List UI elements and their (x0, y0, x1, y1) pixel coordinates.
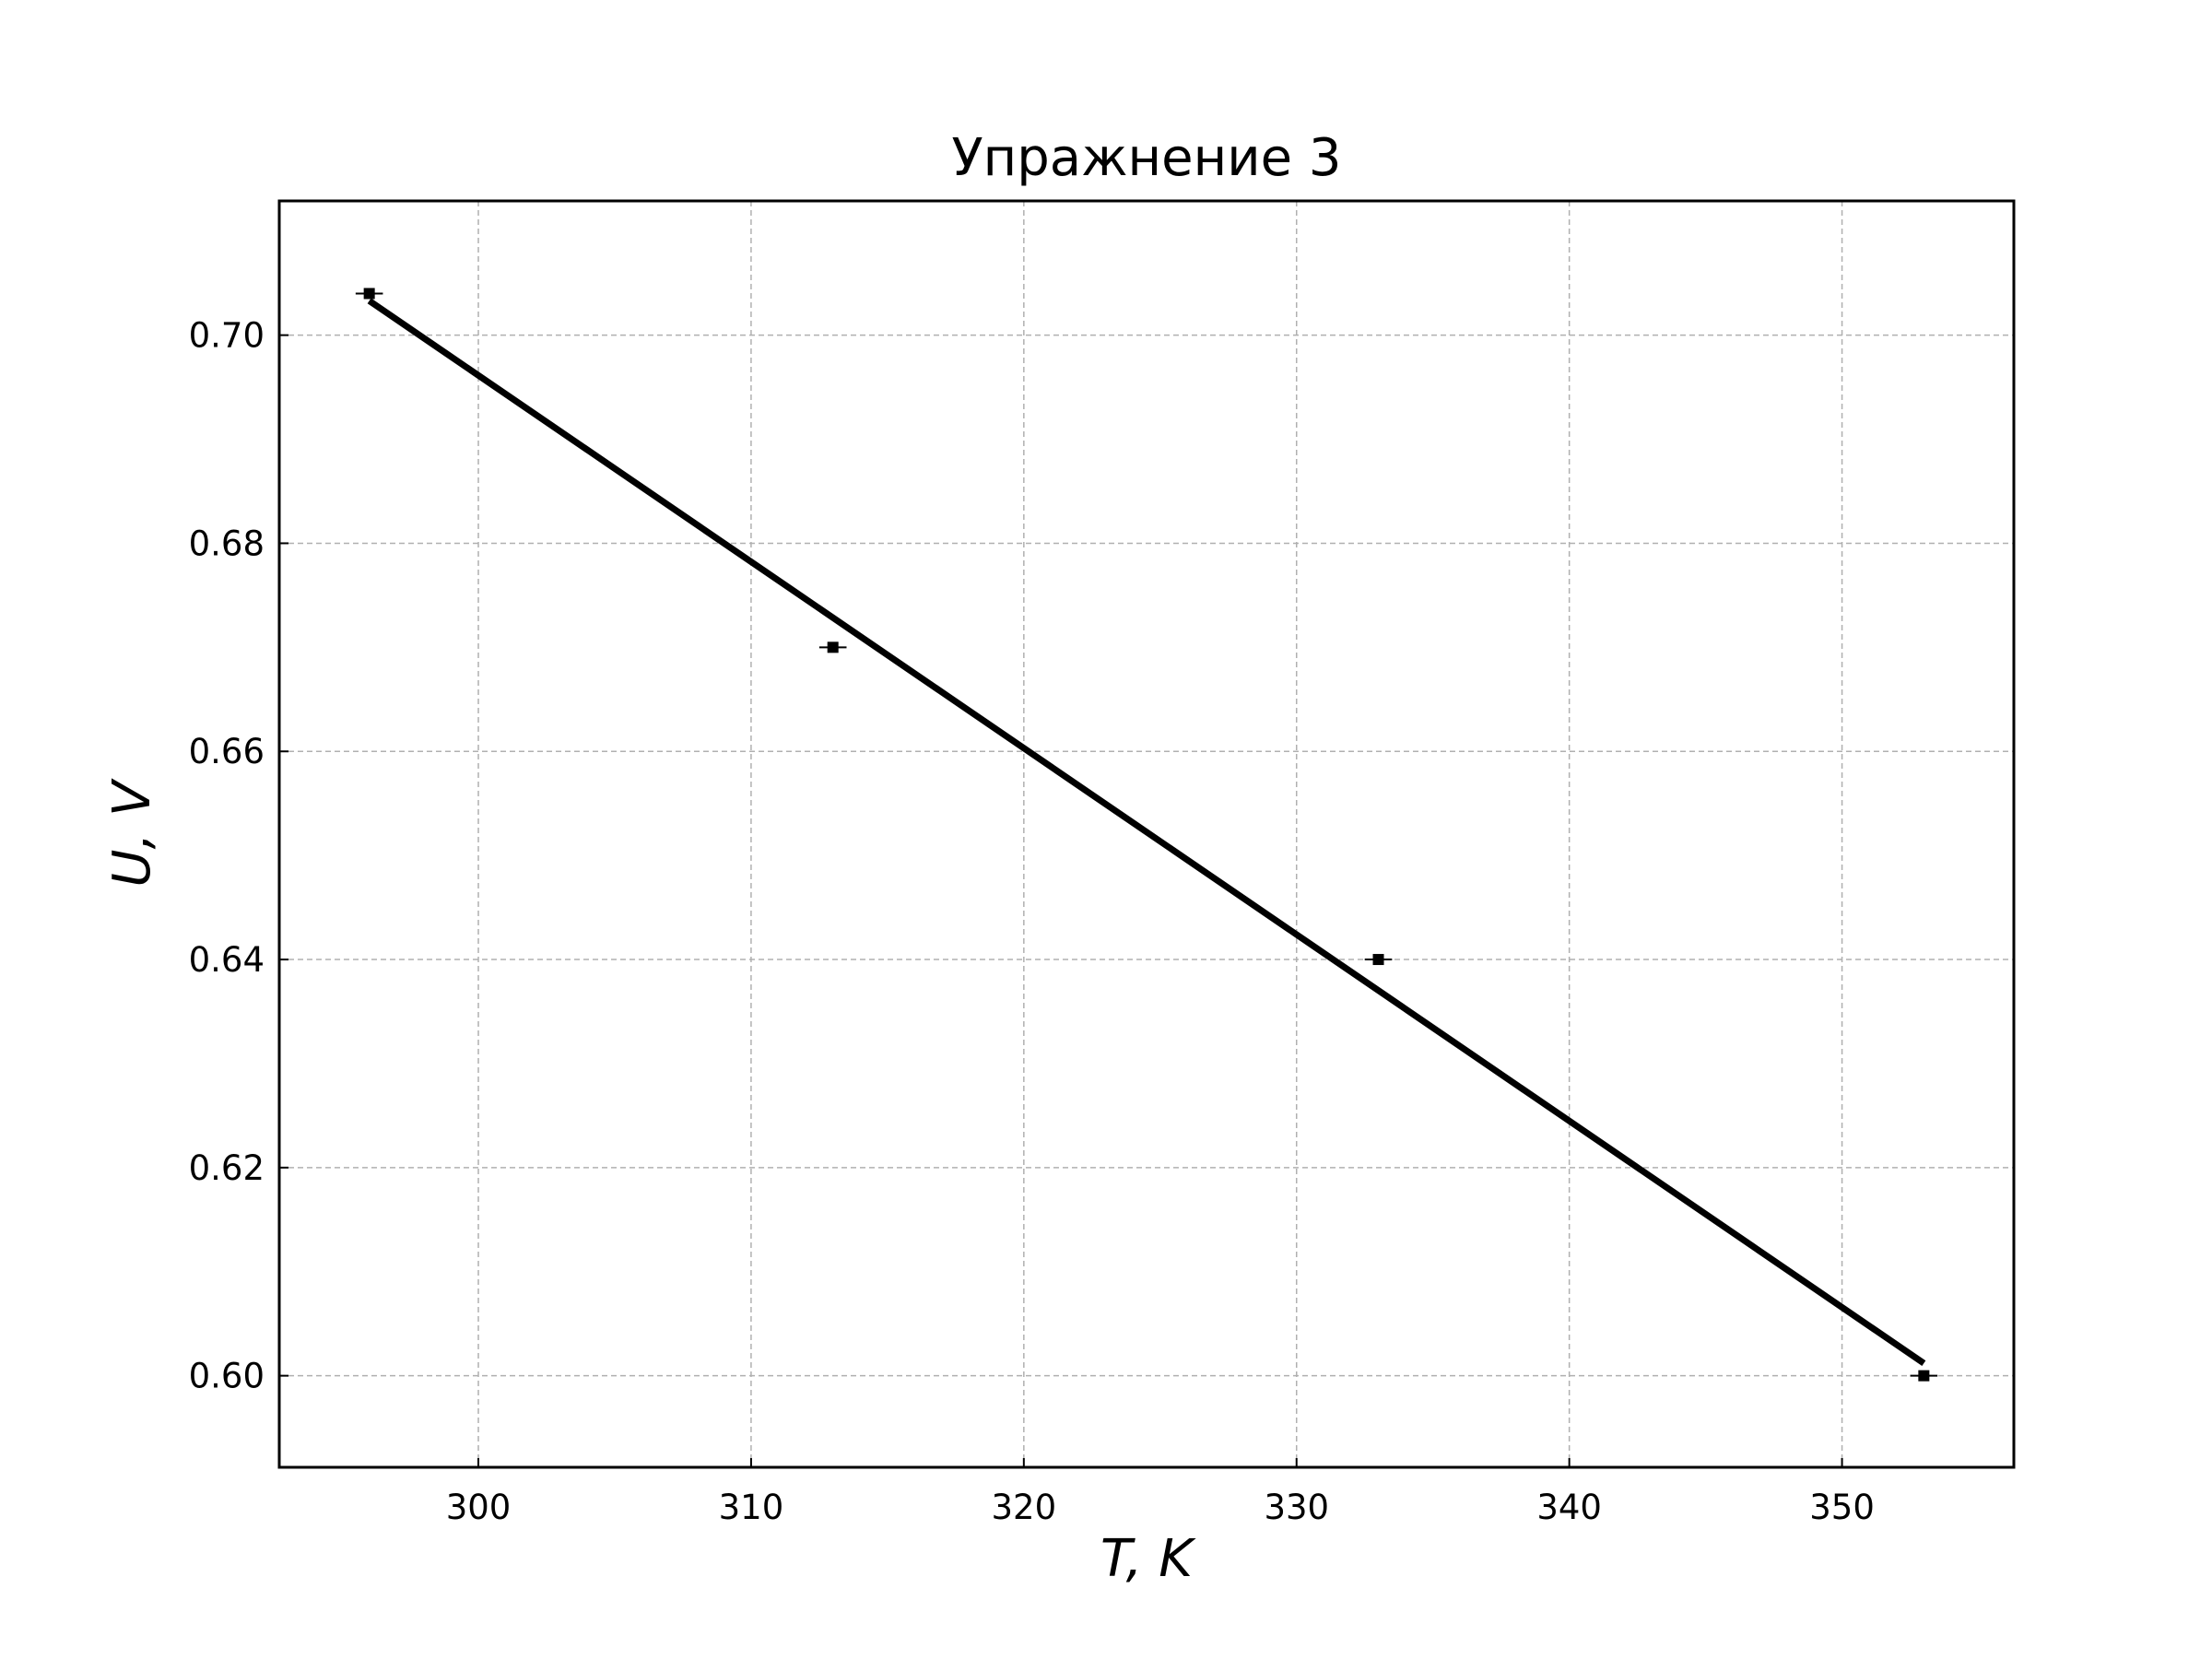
y-tick-label: 0.66 (189, 732, 265, 771)
data-point (1372, 954, 1384, 966)
x-tick-label: 330 (1264, 1488, 1329, 1527)
plot-frame (277, 199, 2016, 1469)
y-tick-label: 0.64 (189, 940, 265, 980)
ticks (279, 334, 1843, 1467)
data-point (827, 641, 839, 653)
x-tick-label: 320 (992, 1488, 1057, 1527)
x-tick-label: 310 (719, 1488, 784, 1527)
x-tick-label: 300 (446, 1488, 512, 1527)
x-tick-labels: 300 310 320 330 340 350 (446, 1488, 1875, 1527)
x-tick-label: 350 (1809, 1488, 1875, 1527)
plot-area (355, 288, 1938, 1382)
data-point (1918, 1370, 1930, 1382)
y-tick-label: 0.62 (189, 1148, 265, 1188)
data-point (363, 288, 375, 300)
y-tick-labels: 0.60 0.62 0.64 0.66 0.68 0.70 (189, 316, 265, 1396)
y-tick-label: 0.70 (189, 316, 265, 356)
x-axis-label: T, K (1100, 1529, 1196, 1589)
grid (279, 201, 2014, 1467)
fit-line (367, 298, 1926, 1366)
y-axis-label: U, V (102, 778, 162, 888)
y-tick-label: 0.60 (189, 1357, 265, 1396)
y-tick-label: 0.68 (189, 524, 265, 563)
chart-title: Упражнение 3 (951, 128, 1341, 188)
x-tick-label: 340 (1536, 1488, 1602, 1527)
